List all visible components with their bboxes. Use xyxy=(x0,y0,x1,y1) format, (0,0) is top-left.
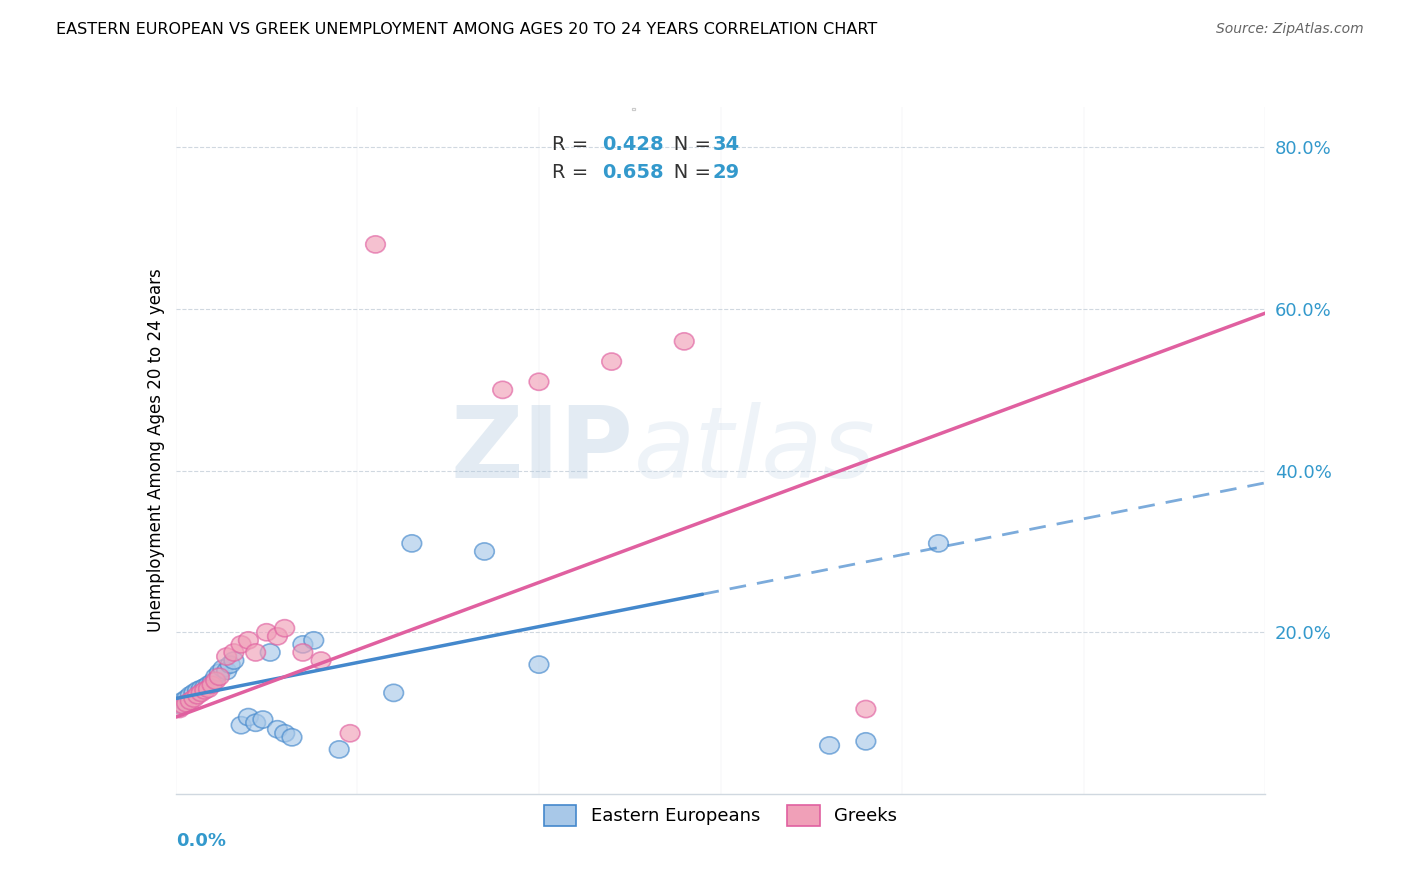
Ellipse shape xyxy=(929,535,948,552)
Text: R =: R = xyxy=(551,162,595,182)
Ellipse shape xyxy=(170,697,190,714)
Ellipse shape xyxy=(202,673,222,691)
Ellipse shape xyxy=(384,684,404,701)
Ellipse shape xyxy=(202,676,222,693)
Ellipse shape xyxy=(217,648,236,665)
Ellipse shape xyxy=(283,729,302,746)
Ellipse shape xyxy=(675,333,695,350)
Ellipse shape xyxy=(239,708,259,726)
Ellipse shape xyxy=(224,644,243,661)
Ellipse shape xyxy=(494,381,512,399)
Ellipse shape xyxy=(198,681,218,698)
Ellipse shape xyxy=(856,732,876,750)
Ellipse shape xyxy=(267,721,287,738)
Ellipse shape xyxy=(267,628,287,645)
Ellipse shape xyxy=(180,692,200,709)
Ellipse shape xyxy=(224,652,243,669)
Text: N =: N = xyxy=(655,162,717,182)
Ellipse shape xyxy=(232,716,250,734)
Text: 0.0%: 0.0% xyxy=(176,831,226,850)
Ellipse shape xyxy=(856,700,876,718)
Text: 0.428: 0.428 xyxy=(602,136,664,154)
Ellipse shape xyxy=(191,681,211,698)
Ellipse shape xyxy=(177,690,197,707)
Ellipse shape xyxy=(529,373,548,391)
Ellipse shape xyxy=(177,695,197,712)
Ellipse shape xyxy=(205,673,225,690)
Ellipse shape xyxy=(195,679,215,696)
Ellipse shape xyxy=(304,632,323,649)
Text: 34: 34 xyxy=(713,136,740,154)
Text: atlas: atlas xyxy=(633,402,875,499)
Ellipse shape xyxy=(221,656,240,673)
Ellipse shape xyxy=(239,632,259,649)
Ellipse shape xyxy=(329,741,349,758)
Ellipse shape xyxy=(246,714,266,731)
Ellipse shape xyxy=(340,724,360,742)
Ellipse shape xyxy=(188,687,207,704)
Ellipse shape xyxy=(311,652,330,669)
Ellipse shape xyxy=(292,636,312,653)
Ellipse shape xyxy=(257,624,277,640)
Ellipse shape xyxy=(188,681,207,699)
Legend:  xyxy=(633,108,634,110)
Ellipse shape xyxy=(195,681,215,699)
Text: R =: R = xyxy=(551,136,595,154)
Ellipse shape xyxy=(602,353,621,370)
Ellipse shape xyxy=(209,668,229,685)
Ellipse shape xyxy=(820,737,839,754)
Ellipse shape xyxy=(184,690,204,707)
Ellipse shape xyxy=(198,676,218,693)
Ellipse shape xyxy=(191,684,211,701)
Ellipse shape xyxy=(180,687,200,704)
Text: 29: 29 xyxy=(713,162,740,182)
Ellipse shape xyxy=(209,664,229,681)
Ellipse shape xyxy=(366,235,385,253)
Text: 0.658: 0.658 xyxy=(602,162,664,182)
Ellipse shape xyxy=(214,660,233,677)
Ellipse shape xyxy=(173,692,193,709)
Ellipse shape xyxy=(217,663,236,680)
Ellipse shape xyxy=(232,636,250,653)
Ellipse shape xyxy=(292,644,312,661)
Text: N =: N = xyxy=(655,136,717,154)
Ellipse shape xyxy=(205,668,225,685)
Ellipse shape xyxy=(184,684,204,701)
Ellipse shape xyxy=(276,724,294,742)
Ellipse shape xyxy=(170,700,190,718)
Y-axis label: Unemployment Among Ages 20 to 24 years: Unemployment Among Ages 20 to 24 years xyxy=(146,268,165,632)
Ellipse shape xyxy=(402,535,422,552)
Text: Source: ZipAtlas.com: Source: ZipAtlas.com xyxy=(1216,22,1364,37)
Text: ZIP: ZIP xyxy=(450,402,633,499)
Ellipse shape xyxy=(475,543,495,560)
Ellipse shape xyxy=(276,620,294,637)
Ellipse shape xyxy=(529,656,548,673)
Ellipse shape xyxy=(246,644,266,661)
Ellipse shape xyxy=(253,711,273,728)
Ellipse shape xyxy=(260,644,280,661)
Ellipse shape xyxy=(173,697,193,714)
Text: EASTERN EUROPEAN VS GREEK UNEMPLOYMENT AMONG AGES 20 TO 24 YEARS CORRELATION CHA: EASTERN EUROPEAN VS GREEK UNEMPLOYMENT A… xyxy=(56,22,877,37)
